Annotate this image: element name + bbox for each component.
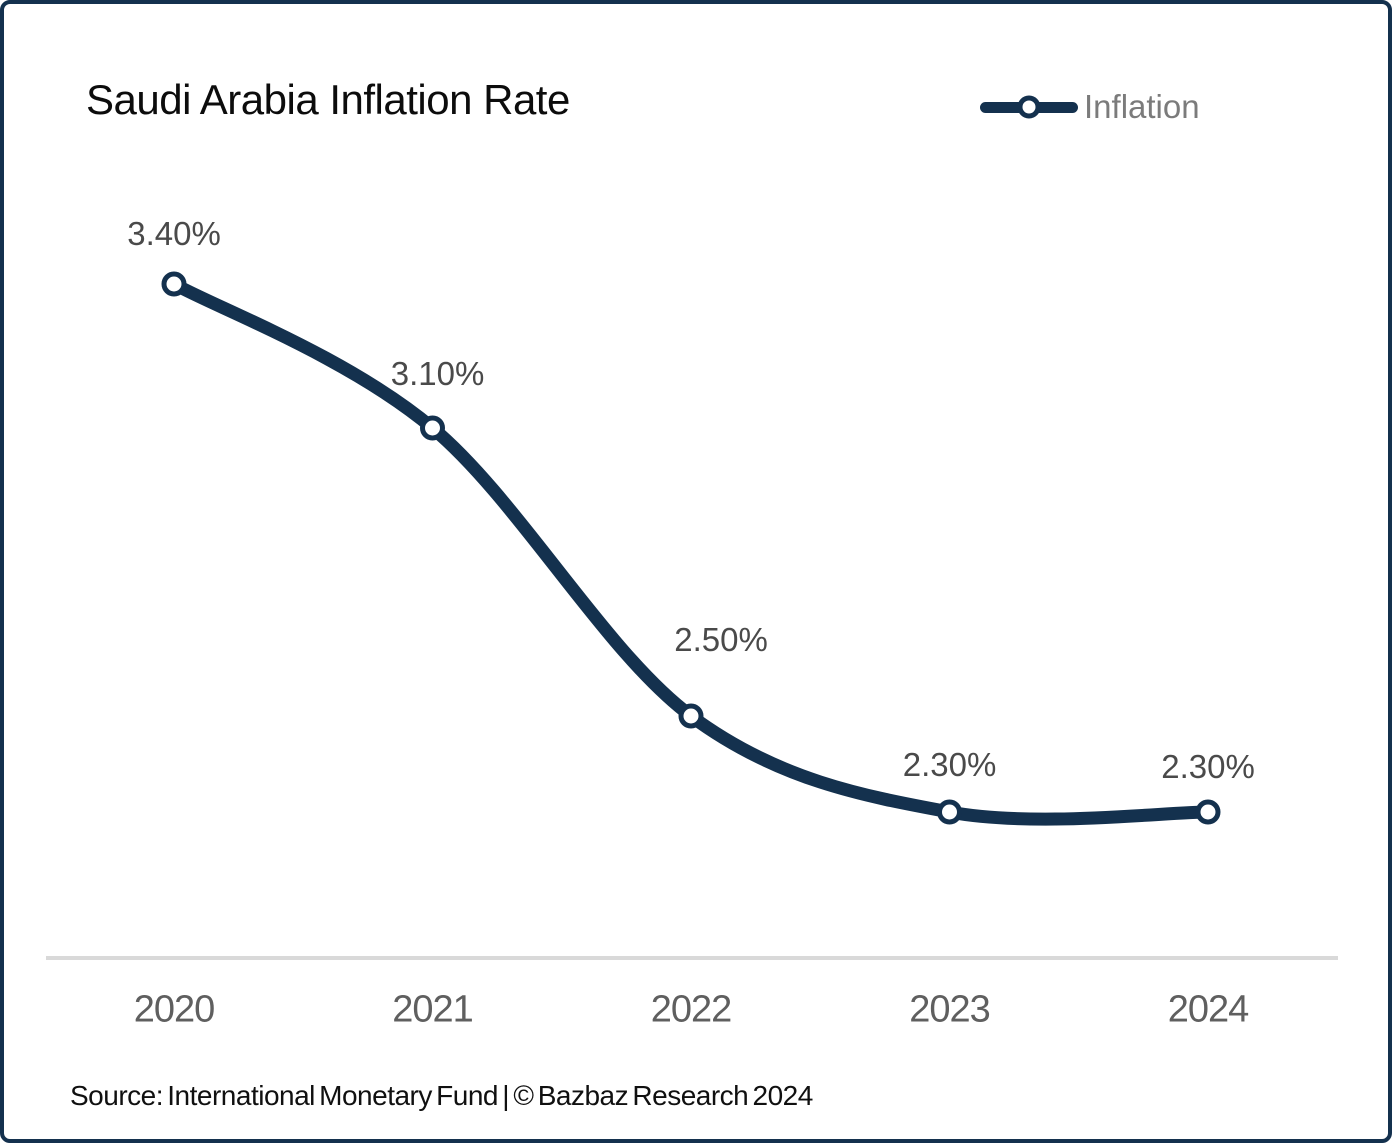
data-point-marker — [678, 703, 704, 729]
legend-line-marker-icon — [980, 95, 1078, 119]
line-chart: 3.40% 3.10% 2.50% 2.30% 2.30% 2020 2021 2022 202… — [4, 4, 1388, 1139]
source-note: Source: International Monetary Fund | © … — [70, 1080, 813, 1111]
x-axis-label: 2020 — [133, 988, 216, 1031]
chart-canvas — [46, 271, 1338, 960]
x-axis-label: 2021 — [392, 988, 474, 1031]
x-axis-label: 2024 — [1167, 988, 1250, 1031]
chart-title: Saudi Arabia Inflation Rate — [86, 76, 570, 123]
data-label: 3.40% — [127, 215, 221, 252]
legend-label: Inflation — [1084, 88, 1200, 125]
data-point-marker — [420, 415, 445, 441]
data-point-marker — [1195, 799, 1221, 825]
legend-point-icon — [1017, 95, 1041, 119]
data-label: 2.30% — [902, 746, 997, 783]
x-axis-label: 2022 — [650, 988, 733, 1031]
data-label: 3.10% — [390, 355, 485, 392]
data-point-marker — [161, 271, 187, 297]
legend: Inflation — [980, 88, 1200, 125]
data-point-marker — [937, 799, 962, 825]
x-axis-label: 2023 — [909, 988, 991, 1031]
inflation-line — [167, 277, 1215, 826]
data-label: 2.50% — [674, 621, 768, 658]
data-label: 2.30% — [1161, 748, 1255, 785]
